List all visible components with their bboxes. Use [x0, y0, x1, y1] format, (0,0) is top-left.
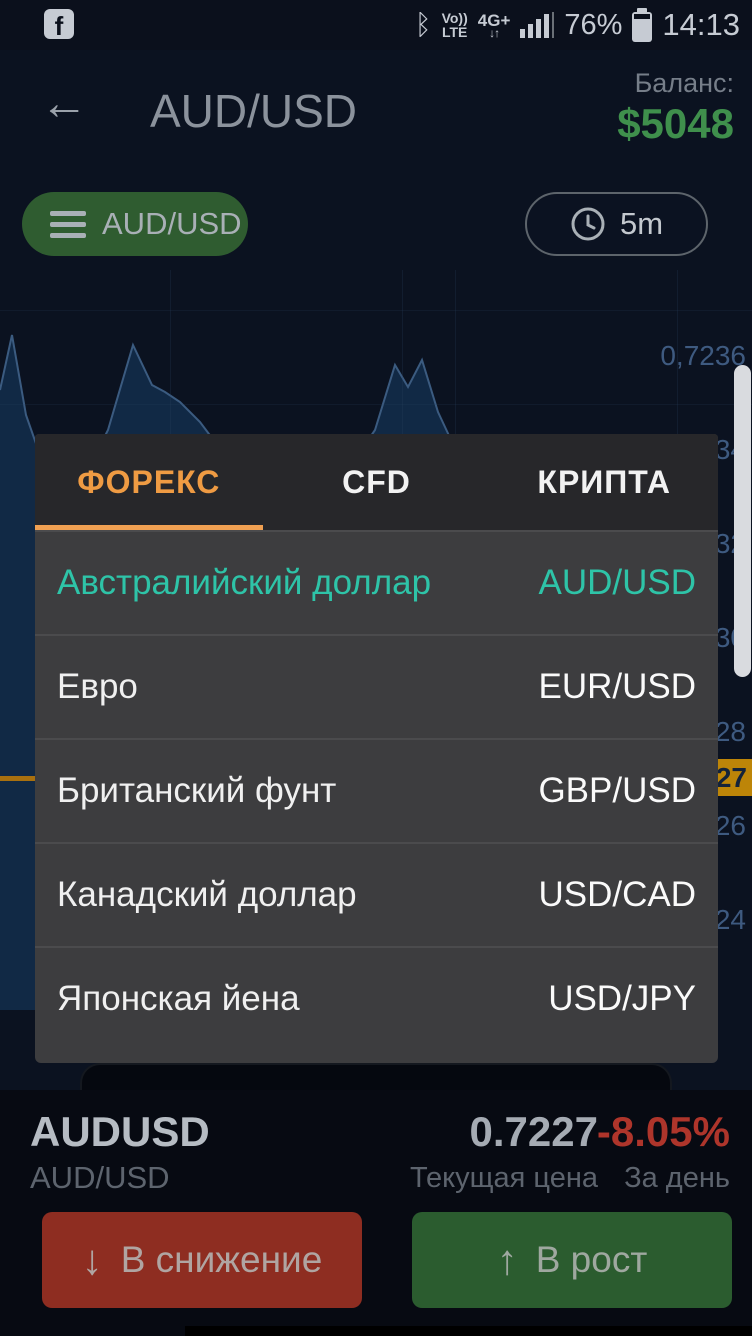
network-type-label: 4G+: [477, 10, 511, 30]
instrument-row-audusd[interactable]: Австралийский доллар AUD/USD: [35, 530, 718, 634]
instrument-name: Японская йена: [57, 979, 300, 1018]
instrument-code: GBP/USD: [538, 771, 696, 810]
scrollbar[interactable]: [734, 365, 751, 677]
volte-line2: LTE: [441, 24, 468, 40]
tab-crypto[interactable]: КРИПТА: [537, 463, 671, 500]
instrument-row-usdjpy[interactable]: Японская йена USD/JPY: [35, 946, 718, 1050]
back-arrow-icon[interactable]: ←: [40, 77, 88, 130]
network-arrows-icon: ↓↑: [489, 25, 500, 40]
battery-percent: 76%: [564, 8, 623, 41]
instrument-code: AUD/USD: [538, 563, 696, 602]
instrument-code: USD/CAD: [538, 875, 696, 914]
instrument-code: EUR/USD: [538, 667, 696, 706]
arrow-up-icon: ↑: [496, 1236, 518, 1283]
sell-down-button[interactable]: ↓ В снижение: [42, 1212, 362, 1308]
instrument-picker-modal: ФОРЕКС CFD КРИПТА Австралийский доллар A…: [35, 434, 718, 1063]
daily-change-value: -8.05%: [596, 1108, 730, 1155]
battery-icon: [632, 7, 653, 42]
modal-tab-bar: ФОРЕКС CFD КРИПТА: [35, 434, 718, 530]
sell-down-label: В снижение: [120, 1239, 323, 1280]
volte-line1: Vo)): [441, 10, 468, 26]
balance-label: Баланс:: [634, 68, 734, 98]
asset-selector-label: AUD/USD: [102, 206, 242, 241]
instrument-row-usdcad[interactable]: Канадский доллар USD/CAD: [35, 842, 718, 946]
active-tab-underline: [35, 525, 263, 530]
buy-up-label: В рост: [535, 1239, 648, 1280]
symbol-name: AUDUSD: [30, 1108, 210, 1155]
instrument-row-eurusd[interactable]: Евро EUR/USD: [35, 634, 718, 738]
clock-time: 14:13: [662, 7, 740, 42]
instrument-name: Канадский доллар: [57, 875, 357, 914]
bluetooth-icon: ᛒ: [414, 9, 432, 40]
amount-button-peek: [80, 1063, 672, 1091]
timeframe-button[interactable]: 5m: [525, 192, 708, 256]
grid-line: [0, 310, 752, 311]
asset-selector-button[interactable]: AUD/USD: [22, 192, 248, 256]
grid-line: [0, 404, 752, 405]
balance-value: $5048: [617, 100, 734, 147]
axis-label: 0,7236: [660, 340, 746, 371]
instrument-name: Британский фунт: [57, 771, 337, 810]
instrument-name: Австралийский доллар: [57, 563, 432, 602]
clock-icon: [571, 207, 605, 241]
navigation-hint-bar: [185, 1326, 752, 1336]
current-price-label: Текущая цена: [409, 1162, 598, 1194]
status-bar: f ᛒ Vo)) LTE 4G+ ↓↑ 76% 14:13: [0, 0, 752, 50]
arrow-down-icon: ↓: [81, 1236, 103, 1283]
signal-bars-icon: [520, 12, 555, 38]
instrument-code: USD/JPY: [548, 979, 696, 1018]
buy-up-button[interactable]: ↑ В рост: [412, 1212, 732, 1308]
tab-cfd[interactable]: CFD: [342, 463, 411, 500]
volte-icon: Vo)) LTE: [442, 11, 468, 39]
daily-change-label: За день: [624, 1162, 730, 1194]
timeframe-label: 5m: [619, 206, 664, 241]
instrument-name: Евро: [57, 667, 138, 706]
facebook-icon: f: [44, 9, 74, 39]
page-title: AUD/USD: [150, 85, 358, 137]
symbol-pair: AUD/USD: [30, 1160, 170, 1195]
instrument-row-gbpusd[interactable]: Британский фунт GBP/USD: [35, 738, 718, 842]
network-4g-icon: 4G+ ↓↑: [477, 10, 511, 40]
instrument-info-panel: AUDUSD AUD/USD 0.7227 Текущая цена -8.05…: [0, 1090, 752, 1336]
hamburger-icon: [50, 210, 86, 238]
current-price-value: 0.7227: [469, 1108, 598, 1155]
status-bar-right: ᛒ Vo)) LTE 4G+ ↓↑ 76% 14:13: [415, 0, 740, 50]
tab-forex[interactable]: ФОРЕКС: [77, 463, 221, 500]
